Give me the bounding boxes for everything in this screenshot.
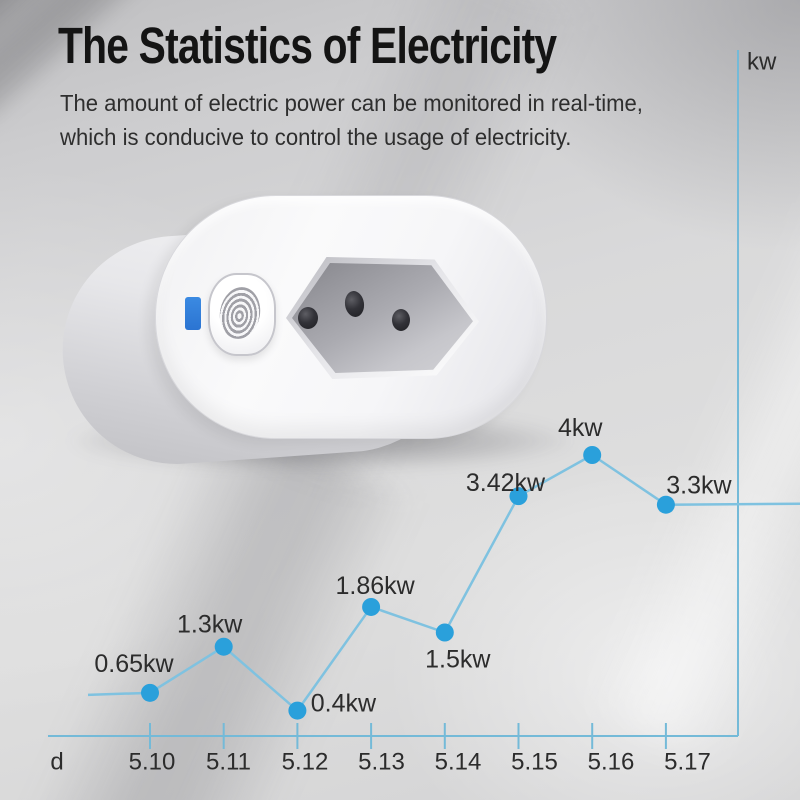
- led-indicator: [185, 297, 201, 330]
- chart-tick-label: 5.14: [435, 749, 482, 776]
- chart-point-label: 1.3kw: [177, 611, 243, 639]
- chart-tick-label: 5.13: [358, 749, 405, 776]
- chart-point-label: 0.65kw: [94, 650, 174, 678]
- chart-tick-label: 5.10: [129, 749, 176, 776]
- chart-tick-label: 5.15: [511, 749, 558, 776]
- chart-data-point: [509, 487, 528, 506]
- chart-data-point: [214, 637, 233, 656]
- chart-tick-label: 5.17: [664, 749, 711, 776]
- chart-point-label: 4kw: [558, 414, 603, 442]
- page-subtitle: The amount of electric power can be moni…: [60, 86, 643, 154]
- chart-data-point: [288, 701, 307, 720]
- smart-plug-image: [55, 190, 575, 480]
- chart-point-label: 0.4kw: [311, 690, 377, 718]
- chart-line: [87, 453, 800, 712]
- chart-y-axis-label: kw: [747, 49, 777, 76]
- chart-tick-label: 5.16: [588, 749, 635, 776]
- chart-data-point: [435, 623, 454, 642]
- socket-hole-right: [392, 309, 410, 331]
- chart-data-point: [583, 446, 602, 464]
- socket-recess: [292, 263, 473, 373]
- chart-tick-label: 5.11: [206, 749, 251, 776]
- socket-hole-left: [298, 307, 318, 329]
- page-title: The Statistics of Electricity: [58, 17, 557, 74]
- chart-x-axis-label: d: [50, 749, 63, 776]
- chart-data-point: [362, 597, 381, 616]
- chart-tick-label: 5.12: [282, 749, 329, 776]
- fingerprint-button: [208, 273, 276, 356]
- subtitle-line-1: The amount of electric power can be moni…: [60, 90, 643, 116]
- chart-point-label: 3.3kw: [666, 472, 732, 500]
- chart-data-point: [656, 495, 675, 514]
- chart-data-point: [141, 683, 159, 702]
- subtitle-line-2: which is conducive to control the usage …: [60, 124, 572, 150]
- chart-point-label: 1.86kw: [335, 572, 415, 600]
- chart-point-label: 3.42kw: [466, 469, 546, 497]
- chart-point-label: 1.5kw: [425, 646, 491, 674]
